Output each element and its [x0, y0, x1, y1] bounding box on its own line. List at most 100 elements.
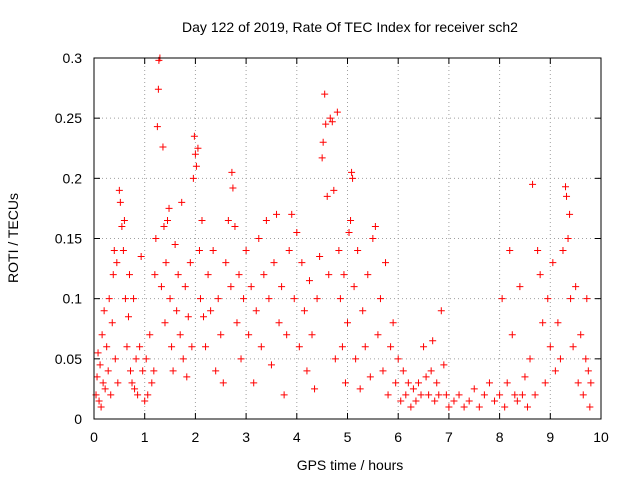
data-point [283, 331, 291, 339]
data-point [399, 367, 407, 375]
x-tick-label: 3 [242, 429, 250, 445]
data-point [427, 367, 435, 375]
data-point [109, 271, 117, 279]
data-point [107, 391, 115, 399]
data-point [465, 397, 473, 405]
data-point [101, 385, 109, 393]
data-point [445, 403, 453, 411]
data-point [93, 373, 101, 381]
data-point [94, 349, 102, 357]
y-tick-label: 0.15 [55, 231, 82, 247]
data-point [235, 271, 243, 279]
data-point [219, 379, 227, 387]
y-tick-label: 0.25 [55, 110, 82, 126]
data-point [228, 168, 236, 176]
data-point [137, 253, 145, 261]
data-point [166, 295, 174, 303]
y-tick-label: 0.1 [63, 291, 83, 307]
data-point [425, 391, 433, 399]
data-point [290, 295, 298, 303]
data-point [131, 385, 139, 393]
data-point [260, 271, 268, 279]
data-point [475, 403, 483, 411]
data-point [293, 228, 301, 236]
data-point [336, 295, 344, 303]
data-point [212, 367, 220, 375]
data-point [549, 259, 557, 267]
data-point [136, 343, 144, 351]
data-point [437, 307, 445, 315]
data-point [321, 90, 329, 98]
data-point [318, 154, 326, 162]
y-axis-label: ROTI / TECUs [5, 193, 21, 283]
data-point [183, 373, 191, 381]
data-point [341, 379, 349, 387]
data-point [110, 247, 118, 255]
data-point [582, 355, 590, 363]
data-point [132, 355, 140, 363]
data-point [328, 118, 336, 126]
data-point [278, 283, 286, 291]
data-point [152, 235, 160, 242]
data-point [262, 216, 270, 224]
data-point [245, 331, 253, 339]
data-point [442, 391, 450, 399]
data-point [311, 385, 319, 393]
y-tick-label: 0.05 [55, 351, 82, 367]
data-point [409, 385, 417, 393]
data-point [345, 228, 353, 236]
data-point [431, 397, 439, 405]
data-point [382, 259, 390, 267]
data-point [366, 373, 374, 381]
data-point [194, 144, 202, 152]
data-point [196, 295, 204, 303]
data-point [569, 343, 577, 351]
data-point [202, 343, 210, 351]
grid-lines [94, 58, 601, 419]
data-point [587, 379, 595, 387]
data-point [359, 307, 367, 315]
data-point [470, 385, 478, 393]
data-point [190, 132, 198, 140]
data-point [316, 253, 324, 261]
data-point [125, 271, 133, 279]
data-point [417, 391, 425, 399]
data-point [333, 108, 341, 116]
data-point [531, 391, 539, 399]
data-point [546, 343, 554, 351]
data-point [563, 192, 571, 200]
data-point [394, 355, 402, 363]
data-points [92, 54, 595, 411]
data-point [250, 379, 258, 387]
data-point [255, 235, 263, 242]
y-tick-label: 0 [74, 411, 82, 427]
data-point [105, 295, 113, 303]
data-point [242, 247, 250, 255]
data-point [369, 235, 377, 242]
data-point [308, 331, 316, 339]
data-point [115, 186, 123, 194]
data-point [116, 198, 124, 206]
data-point [414, 379, 422, 387]
data-point [252, 307, 260, 315]
data-point [142, 355, 150, 363]
data-point [257, 343, 265, 351]
data-point [267, 361, 275, 369]
data-point [214, 295, 222, 303]
data-point [331, 355, 339, 363]
data-point [319, 138, 327, 146]
data-point [574, 379, 582, 387]
data-point [577, 331, 585, 339]
data-point [583, 295, 591, 303]
x-axis-label: GPS time / hours [297, 457, 404, 473]
data-point [404, 379, 412, 387]
data-point [240, 295, 248, 303]
data-point [508, 331, 516, 339]
data-point [111, 355, 119, 363]
data-point [348, 168, 356, 176]
data-point [195, 247, 203, 255]
data-point [340, 271, 348, 279]
data-point [153, 123, 161, 131]
data-point [501, 403, 509, 411]
data-point [200, 313, 208, 321]
